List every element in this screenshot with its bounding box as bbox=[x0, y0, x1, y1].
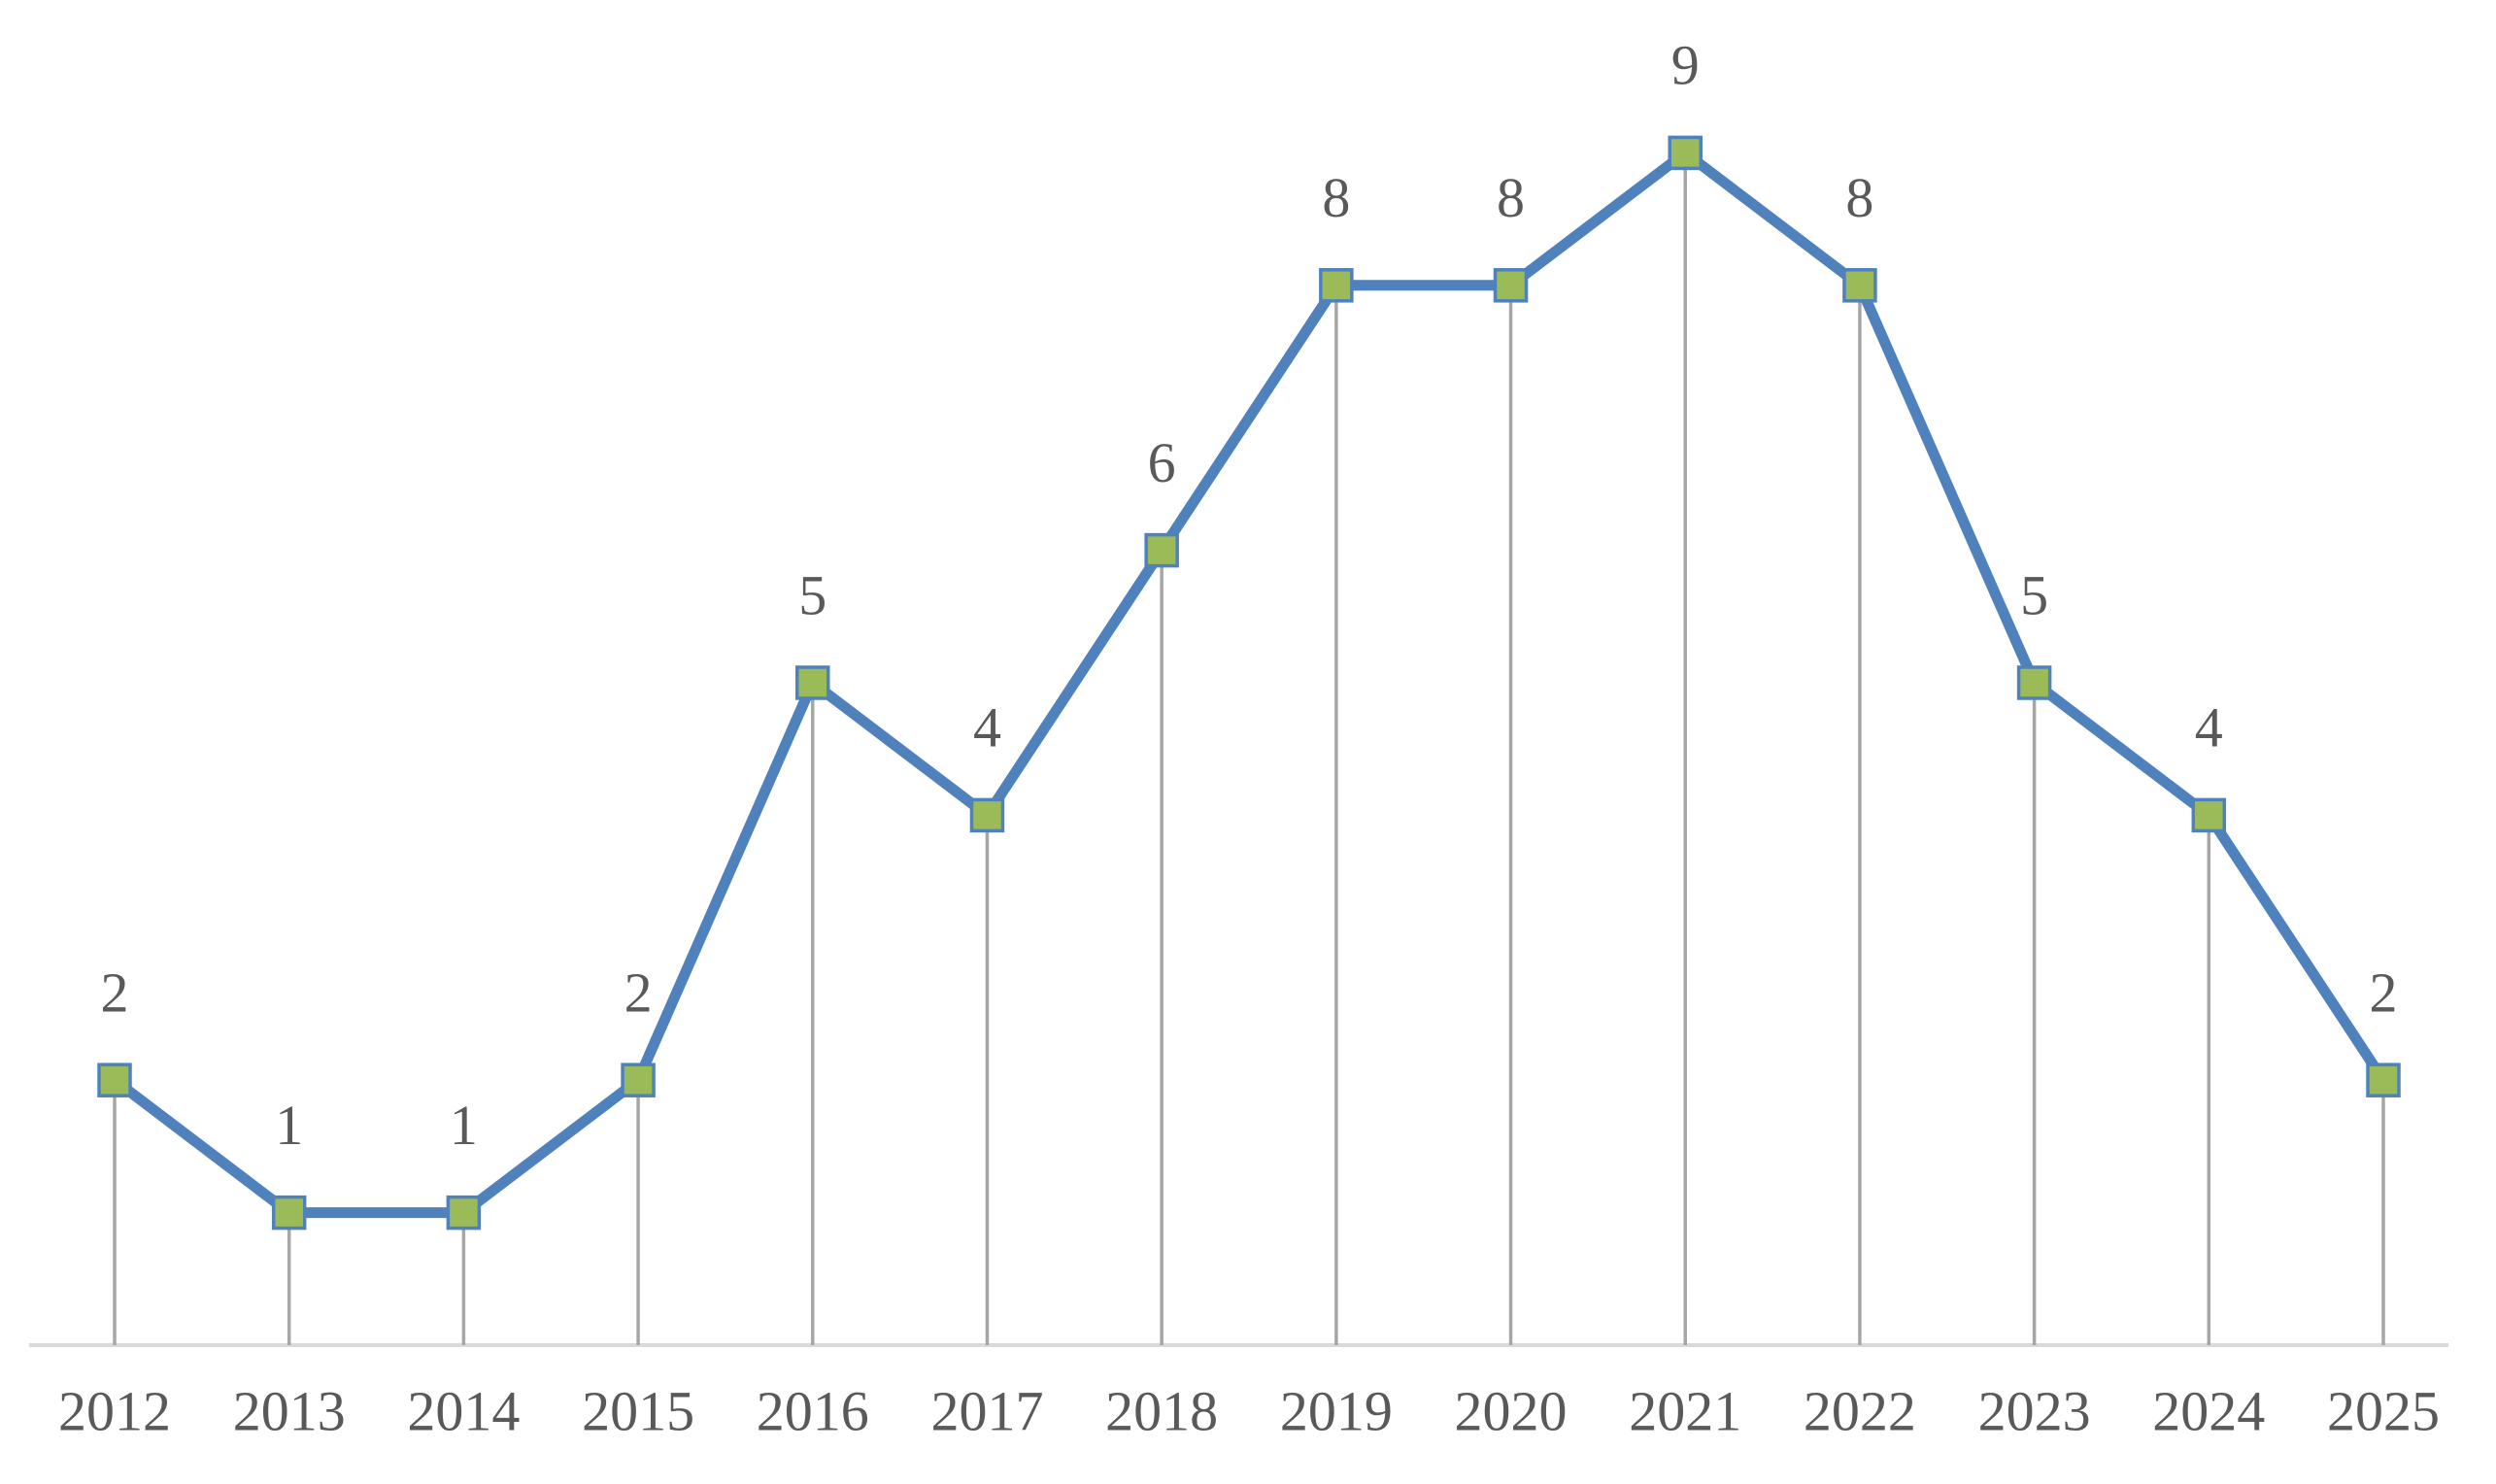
marker bbox=[795, 665, 830, 700]
data-label: 2 bbox=[624, 961, 653, 1025]
marker bbox=[2366, 1062, 2401, 1097]
x-tick-label: 2018 bbox=[1105, 1379, 1218, 1442]
x-tick-label: 2017 bbox=[930, 1379, 1043, 1442]
x-tick-label: 2014 bbox=[407, 1379, 520, 1442]
x-tick-label: 2021 bbox=[1629, 1379, 1741, 1442]
data-label: 8 bbox=[1322, 166, 1350, 229]
marker bbox=[2191, 797, 2227, 833]
data-label: 1 bbox=[275, 1094, 303, 1157]
marker bbox=[446, 1195, 482, 1231]
x-tick-label: 2015 bbox=[582, 1379, 694, 1442]
line bbox=[111, 147, 2388, 1219]
x-tick-label: 2013 bbox=[233, 1379, 346, 1442]
data-label: 2 bbox=[101, 961, 129, 1025]
data-label: 6 bbox=[1148, 431, 1176, 494]
data-label: 2 bbox=[2370, 961, 2398, 1025]
marker bbox=[271, 1195, 307, 1231]
marker bbox=[969, 797, 1005, 833]
data-label: 5 bbox=[2020, 563, 2048, 626]
x-tick-label: 2025 bbox=[2327, 1379, 2440, 1442]
x-tick-label: 2022 bbox=[1804, 1379, 1916, 1442]
marker bbox=[621, 1062, 656, 1097]
x-tick-label: 2024 bbox=[2152, 1379, 2265, 1442]
data-label: 5 bbox=[798, 563, 826, 626]
data-label: 8 bbox=[1845, 166, 1873, 229]
x-tick-label: 2012 bbox=[58, 1379, 171, 1442]
x-tick-label: 2023 bbox=[1978, 1379, 2091, 1442]
x-tick-label: 2019 bbox=[1280, 1379, 1393, 1442]
marker bbox=[1144, 532, 1179, 568]
marker bbox=[1493, 268, 1529, 303]
data-label: 8 bbox=[1497, 166, 1525, 229]
marker bbox=[97, 1062, 132, 1097]
marker bbox=[2016, 665, 2052, 700]
marker bbox=[1842, 268, 1877, 303]
marker bbox=[1319, 268, 1354, 303]
data-label: 1 bbox=[450, 1094, 478, 1157]
x-tick-label: 2016 bbox=[757, 1379, 869, 1442]
data-label: 4 bbox=[973, 696, 1001, 759]
marker bbox=[1668, 135, 1703, 171]
x-tick-label: 2020 bbox=[1455, 1379, 1568, 1442]
data-label: 4 bbox=[2195, 696, 2223, 759]
data-label: 9 bbox=[1671, 34, 1700, 97]
